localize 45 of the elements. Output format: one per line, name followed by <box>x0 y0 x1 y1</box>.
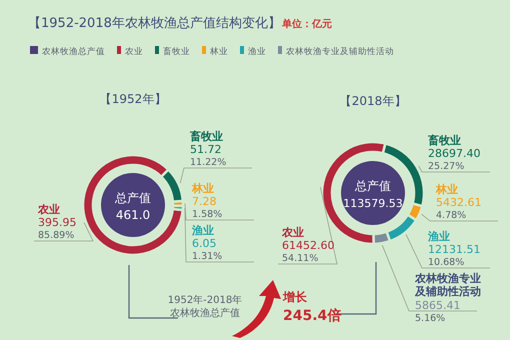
legend-label: 林业 <box>209 46 228 57</box>
text: 25.27% <box>428 161 464 172</box>
text: 113579.53 <box>343 197 403 210</box>
data-label: 5865.41 <box>415 299 460 312</box>
legend-label: 畜牧业 <box>163 46 190 57</box>
text: 农林牧渔总产值 <box>170 307 240 319</box>
slice-label: 林业 <box>191 182 214 195</box>
slice-label: 渔业 <box>191 224 214 237</box>
slice-label: 渔业 <box>427 230 450 243</box>
text: 总产值 <box>114 191 151 205</box>
text: 【2018年】 <box>340 94 406 108</box>
data-label: 28697.40 <box>428 147 480 160</box>
text: 1.31% <box>192 251 222 262</box>
text: 总产值 <box>354 179 391 193</box>
data-label: 395.95 <box>38 216 76 229</box>
legend-label: 渔业 <box>248 46 266 57</box>
slice-label: 畜牧业 <box>189 130 223 143</box>
text: 85.89% <box>38 230 74 241</box>
slice-label: 畜牧业 <box>427 134 461 147</box>
text: 农林牧渔总产值 <box>42 46 105 57</box>
legend-label: 农林牧渔专业及辅助性活动 <box>286 46 394 57</box>
data-label: 61452.60 <box>282 239 334 252</box>
slice-label: 农业 <box>281 226 304 239</box>
text: 1.58% <box>192 209 222 220</box>
text: 54.11% <box>282 253 318 264</box>
text: 461.0 <box>116 208 150 222</box>
text: 增长 <box>282 290 308 304</box>
text: 11.22% <box>190 157 226 168</box>
slice-label: 林业 <box>435 183 458 196</box>
text: 1952年-2018年 <box>168 294 242 306</box>
data-label: 6.05 <box>192 237 216 250</box>
data-label: 12131.51 <box>428 243 480 256</box>
text: 245.4倍 <box>283 307 342 324</box>
text: 5.16% <box>415 313 446 324</box>
data-label: 5432.61 <box>436 196 482 209</box>
text: 10.68% <box>428 257 464 268</box>
legend-label: 农业 <box>125 46 143 57</box>
text: 4.78% <box>436 210 466 221</box>
slice-label: 农业 <box>37 203 60 216</box>
chart-title: 【1952-2018年农林牧渔总产值结构变化】 <box>28 16 281 31</box>
data-label: 51.72 <box>190 143 222 156</box>
text: 单位：亿元 <box>281 18 332 30</box>
data-label: 7.28 <box>192 195 216 208</box>
slice-label: 农林牧渔专业及辅助性活动 <box>415 272 482 298</box>
chart-subtitle: 【1952年】 <box>100 92 166 106</box>
